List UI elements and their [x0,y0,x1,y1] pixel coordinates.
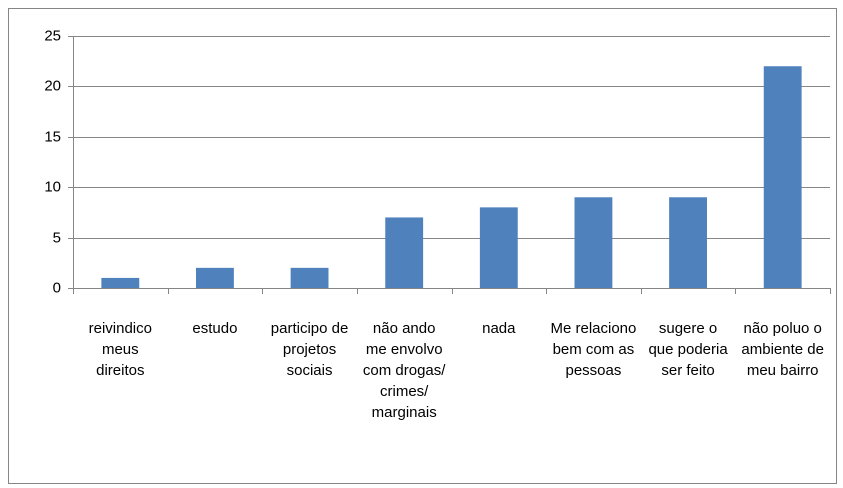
x-tick-label: sugere o que poderia ser feito [648,320,728,379]
bar [574,197,613,288]
y-tick-label: 5 [53,229,61,246]
bar [196,267,234,288]
y-tick-label: 10 [44,178,61,195]
bar [385,217,424,288]
x-tick-label: participo de projetos sociais [270,320,349,379]
bar [763,66,802,289]
x-tick-label: nada [482,320,516,337]
y-tick-label: 25 [44,27,61,44]
y-tick-label: 15 [44,128,61,145]
bar [479,207,518,288]
bar [290,267,329,288]
x-tick-label: não poluo o ambiente de meu bairro [741,320,824,379]
x-tick-label: Me relaciono bem com as pessoas [550,320,637,379]
x-tick-label: reivindico meus direitos [88,320,152,379]
x-tick-label: não ando me envolvo com drogas/ crimes/ … [362,320,446,421]
bar [669,197,707,288]
y-tick-label: 0 [53,279,61,296]
x-tick-label: estudo [192,320,238,337]
bar [101,277,140,288]
y-tick-label: 20 [44,77,61,94]
